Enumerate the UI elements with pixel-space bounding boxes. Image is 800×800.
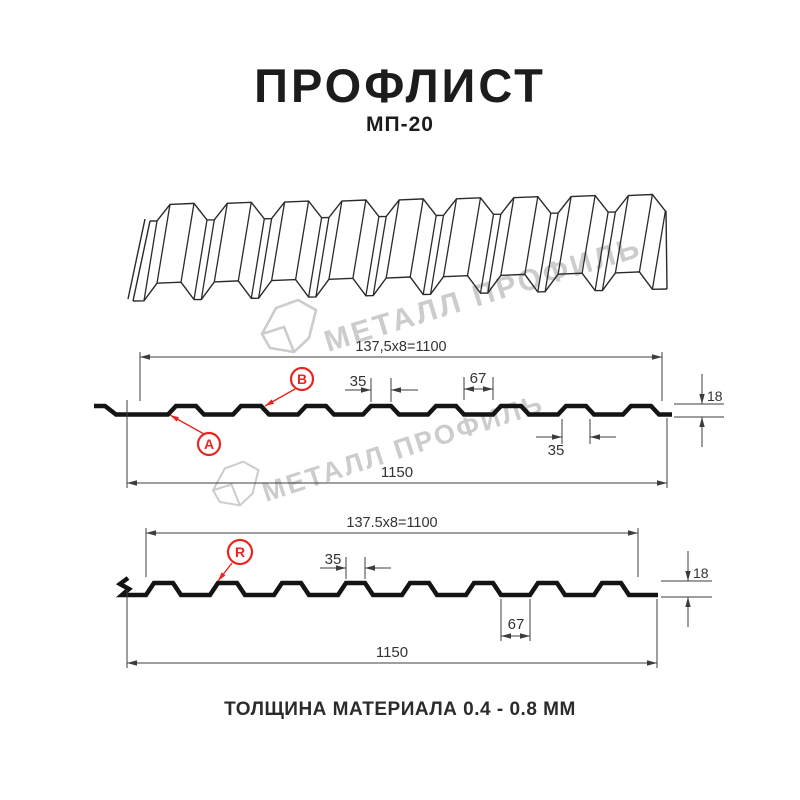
dimension-arrow: [685, 571, 691, 581]
profile-section-r: 137.5x8=1100 35 67 18 1150 R: [115, 515, 712, 668]
dimension-arrow: [628, 530, 638, 536]
sheet-3d-view: [127, 193, 668, 302]
rib-base-line: [487, 214, 502, 294]
dimension-arrow: [336, 565, 346, 571]
dimension-arrow: [501, 633, 511, 639]
rib-crest-line: [385, 199, 400, 279]
rib-crest-line: [466, 197, 482, 276]
dimension-arrow: [590, 434, 600, 440]
rib-crest-line: [442, 198, 458, 277]
rib-base-line: [193, 219, 208, 300]
dimension-arrow: [483, 386, 493, 392]
dim-flange-width-label: 67: [470, 370, 487, 387]
rib-base-line: [594, 212, 609, 291]
rib-base-line: [651, 210, 667, 290]
rib-crest-line: [328, 200, 343, 280]
rib-crest-line: [557, 196, 572, 275]
metall-profil-logo-watermark: [211, 460, 260, 507]
rib-base-line: [537, 213, 552, 293]
dim-overall-width-label: 1150: [381, 464, 413, 481]
marker-r: R: [226, 538, 254, 566]
marker-b-leader-arrowhead: [265, 399, 275, 406]
profile-outline-ab: [94, 403, 672, 417]
marker-r-letter: R: [235, 544, 245, 560]
page-title: ПРОФЛИСТ: [254, 59, 546, 112]
dimension-arrow: [146, 530, 156, 536]
dimension-arrow: [652, 354, 662, 360]
metall-profil-logo-watermark: [260, 298, 318, 354]
marker-b-circle: [289, 366, 315, 392]
profile-section-ab: 137,5x8=1100 35 67 18 35 1150 A B: [94, 339, 724, 488]
marker-a-letter: A: [204, 436, 214, 452]
rib-base-line: [422, 215, 437, 295]
dim-rib-top-width-label: 35: [350, 373, 367, 390]
dim-height-label: 18: [707, 388, 723, 404]
rib-base-line: [365, 216, 380, 296]
marker-r-circle: [226, 538, 254, 566]
dim-groove-width-label: 35: [548, 442, 565, 459]
rib-base-line: [429, 215, 445, 295]
rib-crest-line: [638, 194, 654, 272]
dimension-arrow: [391, 387, 401, 393]
dim-overall-width-label: 1150: [376, 644, 408, 661]
dimension-arrow: [552, 434, 562, 440]
dim-flange-width-label: 67: [508, 616, 525, 633]
profile-model-subtitle: МП-20: [366, 113, 434, 136]
sheet-left-edge-thickness: [127, 218, 146, 300]
rib-crest-line: [270, 202, 286, 281]
dimension-arrow: [140, 354, 150, 360]
dimension-arrow: [699, 394, 705, 404]
rib-crest-line: [156, 204, 171, 284]
dimension-arrow: [699, 417, 705, 427]
rib-crest-line: [614, 195, 630, 273]
rib-crest-line: [213, 203, 228, 282]
rib-base-line: [250, 218, 265, 299]
dim-working-width-bottom-label: 137.5x8=1100: [346, 515, 437, 531]
dim-working-width-top-label: 137,5x8=1100: [355, 339, 446, 355]
rib-base-line: [372, 216, 387, 296]
marker-a-leader-arrowhead: [170, 415, 180, 422]
rib-base-line: [307, 217, 323, 298]
rib-crest-line: [581, 195, 596, 274]
profile-outline-r: [115, 576, 658, 598]
sheet-left-edge: [132, 220, 151, 302]
rib-crest-line: [352, 199, 367, 279]
marker-b: B: [289, 366, 315, 392]
rib-base-line: [544, 212, 559, 292]
dimension-arrow: [464, 386, 474, 392]
dimension-arrow: [361, 387, 371, 393]
rib-base-line: [315, 217, 330, 297]
dimension-arrow: [127, 660, 137, 666]
rib-base-line: [200, 219, 215, 300]
dimension-arrow: [647, 660, 657, 666]
dimension-arrow: [685, 597, 691, 607]
dimension-arrow: [365, 565, 375, 571]
marker-b-letter: B: [297, 371, 307, 387]
rib-base-line: [143, 220, 158, 301]
rib-crest-line: [237, 202, 252, 281]
rib-crest-line: [500, 197, 515, 276]
marker-a: A: [196, 431, 222, 457]
dimension-arrow: [520, 633, 530, 639]
rib-crest-line: [180, 203, 195, 283]
dimension-arrow: [657, 480, 667, 486]
rib-base-line: [601, 211, 617, 291]
dim-rib-top-width-label: 35: [325, 551, 342, 568]
dimension-arrow: [127, 480, 137, 486]
marker-a-circle: [196, 431, 222, 457]
dim-height-label: 18: [693, 565, 709, 581]
material-thickness-note: ТОЛЩИНА МАТЕРИАЛА 0.4 - 0.8 ММ: [224, 699, 576, 720]
rib-base-line: [257, 218, 273, 299]
rib-crest-line: [524, 196, 539, 275]
rib-base-line: [479, 214, 495, 294]
marker-r-leader-arrowhead: [218, 572, 226, 581]
sheet-back-edge: [149, 193, 666, 222]
rib-crest-line: [294, 201, 310, 280]
sheet-right-edge: [665, 210, 668, 290]
sheet-front-edge: [132, 271, 668, 302]
rib-crest-line: [409, 198, 424, 278]
